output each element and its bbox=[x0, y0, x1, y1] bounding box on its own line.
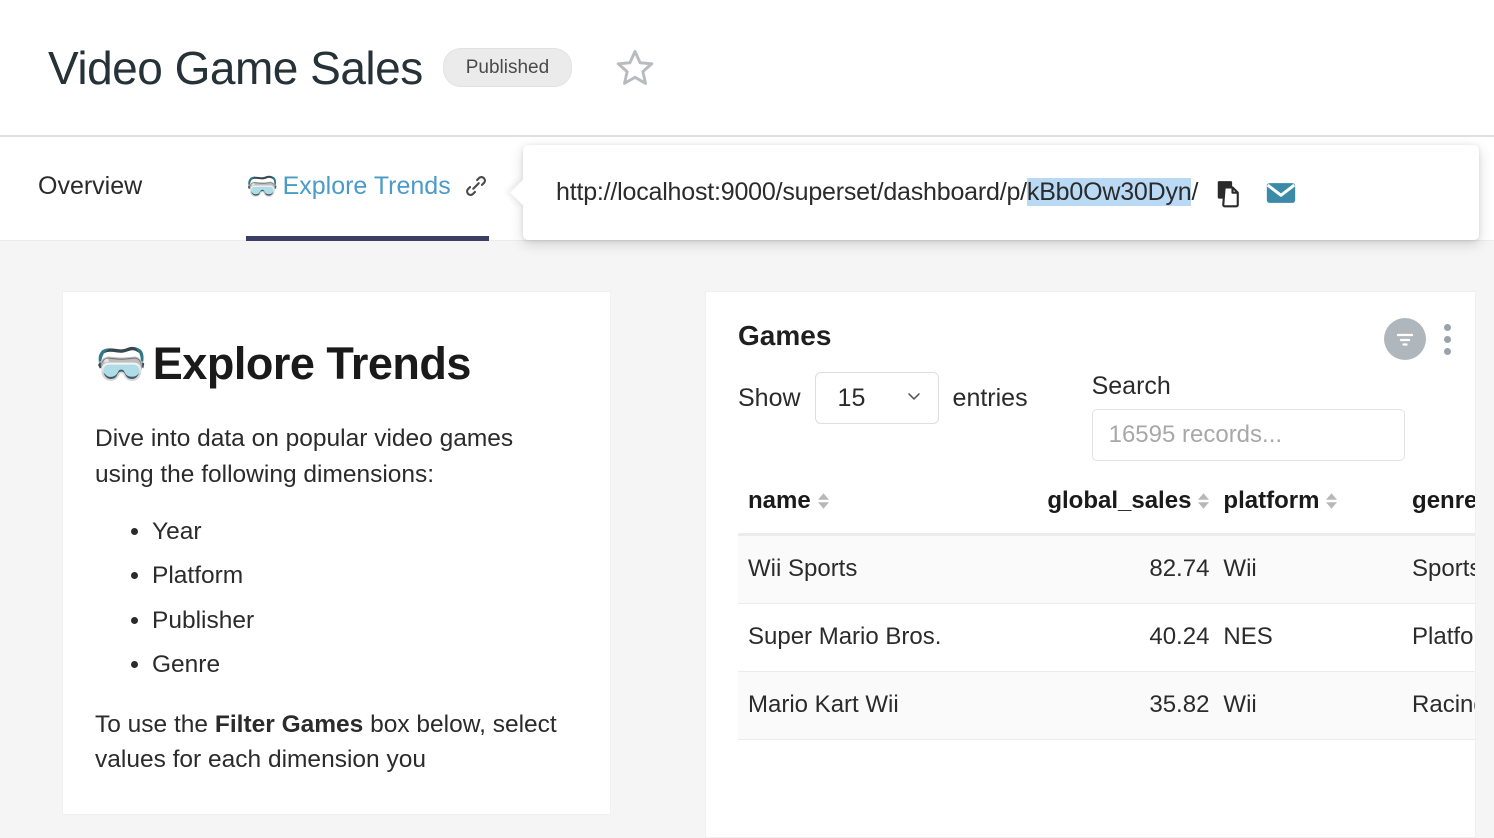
diving-mask-icon: 🥽 bbox=[246, 171, 279, 201]
share-url-suffix: / bbox=[1191, 178, 1199, 206]
share-url-prefix: http://localhost:9000/superset/dashboard… bbox=[556, 178, 1027, 206]
status-badge: Published bbox=[442, 48, 573, 87]
cell-name: Mario Kart Wii bbox=[738, 671, 994, 741]
copy-icon[interactable] bbox=[1214, 178, 1244, 208]
link-icon[interactable] bbox=[463, 173, 489, 199]
cell-platform: NES bbox=[1209, 603, 1401, 673]
list-item: Year bbox=[152, 514, 576, 550]
envelope-icon[interactable] bbox=[1264, 176, 1298, 210]
cell-platform: Wii bbox=[1209, 534, 1401, 605]
tab-explore-trends-label: Explore Trends bbox=[282, 171, 451, 200]
table-controls: Show 15 entries Search bbox=[738, 372, 1475, 461]
markdown-card: 🥽 Explore Trends Dive into data on popul… bbox=[62, 291, 611, 815]
cell-name: Wii Sports bbox=[738, 534, 994, 605]
list-item: Genre bbox=[152, 647, 576, 683]
games-card-header-icons bbox=[1384, 318, 1451, 360]
column-header-global-sales-label: global_sales bbox=[1047, 487, 1192, 514]
kebab-menu-icon[interactable] bbox=[1444, 323, 1451, 355]
page-length-group: Show 15 entries bbox=[738, 372, 1028, 424]
diving-mask-icon: 🥽 bbox=[95, 339, 147, 387]
share-url-text[interactable]: http://localhost:9000/superset/dashboard… bbox=[556, 178, 1198, 207]
games-card-title: Games bbox=[738, 320, 832, 351]
column-header-genre-label: genre bbox=[1412, 487, 1475, 514]
table-header-row: name global_sales bbox=[738, 487, 1475, 536]
cell-genre: Platform bbox=[1400, 603, 1475, 673]
markdown-footer-paragraph: To use the Filter Games box below, selec… bbox=[95, 707, 576, 778]
cell-genre: Racing bbox=[1400, 671, 1475, 741]
show-label: Show bbox=[738, 383, 801, 412]
cell-global-sales: 35.82 bbox=[993, 671, 1210, 741]
sort-icon bbox=[1198, 493, 1210, 509]
markdown-footer-bold: Filter Games bbox=[214, 710, 364, 738]
cell-genre: Sports bbox=[1400, 534, 1475, 605]
search-input[interactable] bbox=[1091, 409, 1405, 461]
list-item: Platform bbox=[152, 558, 576, 594]
games-data-table: name global_sales bbox=[738, 487, 1475, 741]
filter-icon[interactable] bbox=[1384, 318, 1426, 360]
markdown-body: 🥽 Explore Trends Dive into data on popul… bbox=[63, 292, 610, 777]
share-url-popover: http://localhost:9000/superset/dashboard… bbox=[523, 145, 1479, 240]
star-icon[interactable] bbox=[614, 47, 656, 89]
kebab-dot bbox=[1444, 335, 1451, 343]
column-header-name-label: name bbox=[748, 487, 811, 514]
games-table-body: Wii Sports 82.74 Wii Sports Nint Super M… bbox=[738, 534, 1475, 741]
active-tab-underline bbox=[246, 236, 489, 241]
cell-platform: Wii bbox=[1209, 671, 1401, 741]
page-length-value: 15 bbox=[837, 383, 866, 412]
tab-explore-trends[interactable]: 🥽 Explore Trends bbox=[246, 137, 489, 241]
chevron-down-icon bbox=[904, 384, 924, 413]
search-group: Search bbox=[1091, 372, 1405, 461]
column-header-platform[interactable]: platform bbox=[1209, 487, 1401, 536]
column-header-genre[interactable]: genre bbox=[1400, 487, 1475, 536]
cell-global-sales: 40.24 bbox=[993, 603, 1210, 673]
markdown-heading: 🥽 Explore Trends bbox=[95, 338, 576, 389]
table-row[interactable]: Mario Kart Wii 35.82 Wii Racing Nint bbox=[738, 671, 1475, 741]
list-item: Publisher bbox=[152, 603, 576, 639]
sort-icon bbox=[817, 493, 829, 509]
entries-label: entries bbox=[952, 383, 1028, 412]
column-header-global-sales[interactable]: global_sales bbox=[993, 487, 1210, 536]
markdown-heading-text: Explore Trends bbox=[152, 338, 472, 389]
kebab-dot bbox=[1444, 323, 1451, 331]
share-url-selected: kBb0Ow30Dyn bbox=[1026, 178, 1192, 206]
table-row[interactable]: Wii Sports 82.74 Wii Sports Nint bbox=[738, 534, 1475, 605]
games-table-card: Games Show bbox=[705, 291, 1476, 838]
cell-global-sales: 82.74 bbox=[993, 534, 1210, 605]
tab-overview-label: Overview bbox=[38, 171, 143, 200]
sort-icon bbox=[1326, 493, 1338, 509]
dashboard-header: Video Game Sales Published bbox=[0, 0, 1494, 137]
games-table-head: name global_sales bbox=[738, 487, 1475, 536]
dimension-list: Year Platform Publisher Genre bbox=[95, 514, 576, 683]
markdown-footer-suffix: box below, select values for each dimens… bbox=[95, 710, 557, 774]
table-row[interactable]: Super Mario Bros. 40.24 NES Platform Nin… bbox=[738, 603, 1475, 673]
markdown-footer-prefix: To use the bbox=[95, 710, 215, 738]
page-title: Video Game Sales bbox=[48, 41, 423, 94]
column-header-platform-label: platform bbox=[1223, 487, 1320, 514]
tab-overview[interactable]: Overview bbox=[0, 137, 178, 241]
cell-name: Super Mario Bros. bbox=[738, 603, 994, 673]
page-length-select[interactable]: 15 bbox=[814, 372, 939, 424]
dashboard-title-row: Video Game Sales Published bbox=[0, 45, 656, 91]
markdown-intro-paragraph: Dive into data on popular video games us… bbox=[95, 425, 514, 488]
games-table-inner: Games Show bbox=[706, 292, 1475, 837]
column-header-name[interactable]: name bbox=[738, 487, 994, 536]
kebab-dot bbox=[1444, 347, 1451, 355]
search-label: Search bbox=[1091, 372, 1171, 400]
